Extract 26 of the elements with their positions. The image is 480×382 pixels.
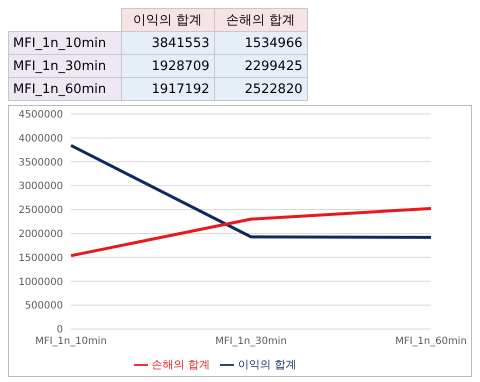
data-label: 1917192: [121, 78, 214, 100]
data-label: 2299425: [214, 54, 307, 78]
series-label: 손해의 합계: [214, 8, 307, 32]
y-tick-label: 4500000: [18, 110, 63, 121]
y-tick-label: 4000000: [18, 133, 63, 144]
category-label: MFI_1n_10min: [8, 32, 121, 54]
series-label: 이익의 합계: [121, 8, 214, 32]
category-label: MFI_1n_60min: [8, 78, 121, 100]
data-label: 3841553: [121, 32, 214, 54]
y-tick-label: 3000000: [18, 181, 63, 192]
x-tick-label: MFI_1n_30min: [215, 336, 287, 348]
y-tick-label: 3500000: [18, 157, 63, 168]
y-tick-label: 1000000: [18, 276, 63, 288]
legend-label: 손해의 합계: [152, 358, 210, 371]
data-label: 1534966: [214, 32, 307, 54]
x-tick-label: MFI_1n_60min: [395, 336, 467, 348]
legend-label: 이익의 합계: [238, 358, 296, 371]
category-label: MFI_1n_30min: [8, 54, 121, 78]
x-tick-label: MFI_1n_10min: [35, 336, 107, 348]
data-label: 2522820: [214, 78, 307, 100]
data-label: 1928709: [121, 54, 214, 78]
y-tick-label: 2000000: [18, 228, 63, 240]
y-tick-label: 2500000: [18, 205, 63, 216]
y-tick-label: 500000: [24, 300, 63, 312]
y-tick-label: 1500000: [18, 252, 63, 264]
y-tick-label: 0: [56, 324, 63, 336]
